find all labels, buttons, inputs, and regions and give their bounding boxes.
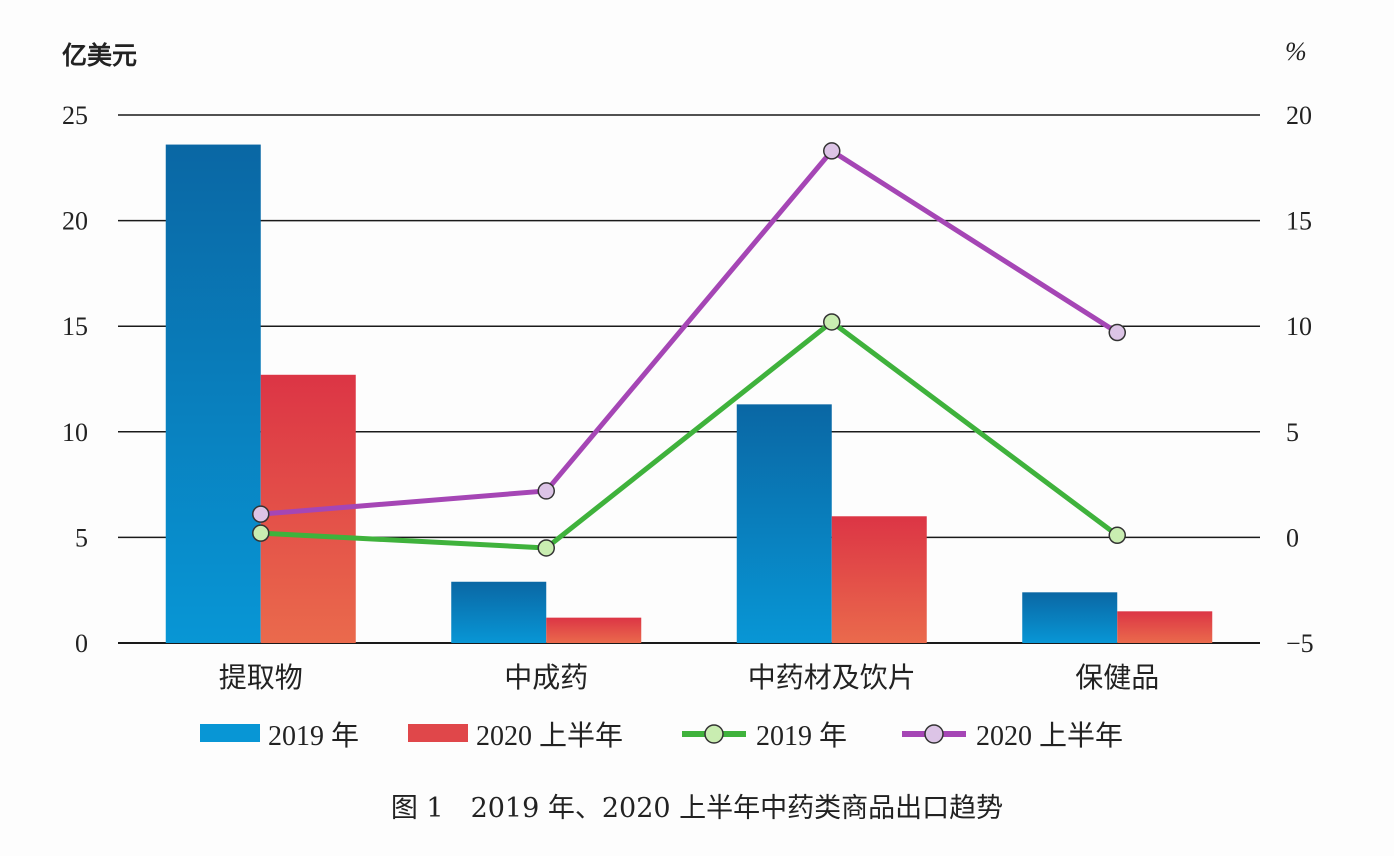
line-series-2020h1 <box>260 148 1119 517</box>
left-tick-label: 25 <box>62 101 88 130</box>
bar-2020h1 <box>831 516 927 643</box>
legend-label-line-2020h1: 2020 上半年 <box>976 720 1123 752</box>
left-tick-label: 5 <box>75 523 88 552</box>
bar-2019 <box>1022 592 1118 643</box>
line-point-2019 <box>537 539 555 557</box>
bars <box>165 144 1213 643</box>
category-label: 中药材及饮片 <box>748 661 916 694</box>
category-label: 中成药 <box>504 661 588 694</box>
legend-label-bar-2020h1: 2020 上半年 <box>476 720 623 752</box>
bar-2020h1 <box>546 617 642 643</box>
right-axis-ticks: −5 0 5 10 15 20 <box>1286 101 1314 658</box>
legend: 2019 年 2020 上半年 2019 年 2020 上半年 <box>200 720 1123 752</box>
bar-2019 <box>451 581 547 643</box>
legend-label-line-2019: 2019 年 <box>756 720 847 752</box>
legend-swatch-bar-2019 <box>200 724 260 742</box>
left-tick-label: 10 <box>62 418 88 447</box>
category-label: 保健品 <box>1075 661 1159 694</box>
legend-label-bar-2019: 2019 年 <box>268 720 359 752</box>
bar-2020h1 <box>1117 611 1213 643</box>
left-tick-label: 20 <box>62 207 88 236</box>
line-point-2020h1 <box>537 482 555 500</box>
right-tick-label: −5 <box>1286 629 1314 658</box>
right-tick-label: 20 <box>1286 101 1312 130</box>
left-axis-ticks: 0 5 10 15 20 25 <box>62 101 88 658</box>
category-labels: 提取物 中成药 中药材及饮片 保健品 <box>219 661 1160 694</box>
legend-marker-line-2020h1 <box>924 724 944 744</box>
left-tick-label: 0 <box>75 629 88 658</box>
line-point-2020h1 <box>1108 323 1126 342</box>
category-label: 提取物 <box>219 661 303 694</box>
line-point-2020h1 <box>823 142 841 160</box>
chart-caption: 图 1 2019 年、2020 上半年中药类商品出口趋势 <box>391 793 1003 824</box>
legend-marker-line-2019 <box>704 724 724 744</box>
right-tick-label: 15 <box>1286 207 1312 236</box>
line-point-2019 <box>1108 526 1126 545</box>
line-point-2019 <box>823 313 841 331</box>
bar-2019 <box>165 144 261 643</box>
line-point-2020h1 <box>252 505 270 523</box>
right-tick-label: 5 <box>1286 418 1299 447</box>
line-point-2019 <box>252 524 270 542</box>
right-tick-label: 10 <box>1286 312 1312 341</box>
left-tick-label: 15 <box>62 312 88 341</box>
left-axis-unit: 亿美元 <box>62 41 137 70</box>
legend-swatch-bar-2020h1 <box>408 724 468 742</box>
right-axis-unit: % <box>1285 37 1307 66</box>
right-tick-label: 0 <box>1286 523 1299 552</box>
bar-2019 <box>736 404 832 643</box>
lines <box>252 142 1126 557</box>
line-series-2019 <box>260 319 1119 551</box>
